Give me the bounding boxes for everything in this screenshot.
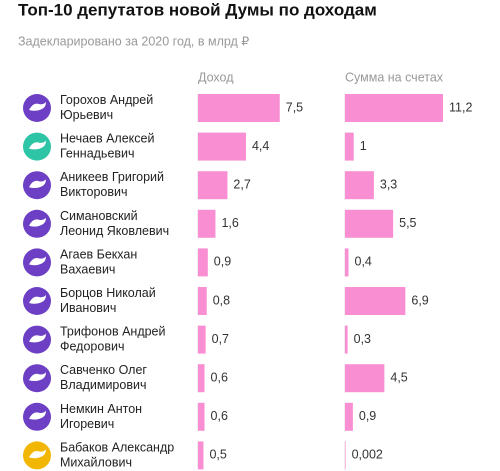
name-label: Агаев Бекхан Вахаевич — [60, 248, 137, 277]
party-logo-icon — [29, 256, 46, 266]
bar — [345, 441, 346, 470]
name-label: Нечаев Алексей Геннадьевич — [60, 132, 154, 161]
value-label: 6,9 — [411, 293, 428, 307]
value-label: 0,002 — [352, 448, 383, 462]
party-logo-icon — [29, 140, 46, 150]
value-label: 4,4 — [252, 139, 269, 153]
name-label: Немкин Антон Игоревич — [60, 402, 142, 431]
bar — [345, 287, 406, 315]
bar — [198, 325, 206, 354]
bar — [345, 364, 385, 393]
value-label: 0,9 — [214, 255, 231, 269]
bar — [198, 364, 205, 393]
column-header: Сумма на счетах — [345, 70, 444, 84]
name-label: Савченко Олег Владимирович — [60, 363, 147, 392]
value-label: 11,2 — [449, 100, 472, 114]
party-logo-icon — [29, 372, 46, 381]
bar — [345, 94, 443, 122]
chart-subtitle: Задекларировано за 2020 год, в млрд ₽ — [18, 34, 249, 48]
value-label: 0,6 — [211, 409, 228, 423]
bar — [198, 441, 204, 470]
bar — [345, 402, 353, 431]
value-label: 0,5 — [209, 448, 226, 462]
chart-title: Топ-10 депутатов новой Думы по доходам — [18, 0, 377, 19]
party-logo-icon — [29, 449, 46, 459]
value-label: 0,3 — [354, 332, 371, 346]
value-label: 0,7 — [212, 332, 229, 346]
name-label: Симановский Леонид Яковлевич — [60, 209, 169, 238]
bar — [345, 209, 394, 238]
bar — [198, 248, 208, 277]
bar — [198, 287, 207, 315]
bar — [198, 402, 205, 431]
value-label: 7,5 — [286, 100, 303, 114]
column-header: Доход — [198, 70, 234, 84]
value-label: 3,3 — [380, 177, 397, 191]
value-label: 1,6 — [221, 216, 238, 230]
bar — [345, 171, 374, 200]
name-label: Бабаков Александр Михайлович — [60, 441, 174, 470]
bar — [198, 94, 280, 122]
value-label: 5,5 — [399, 216, 416, 230]
value-label: 0,6 — [211, 370, 228, 384]
bar — [198, 171, 228, 200]
name-label: Трифонов Андрей Федорович — [60, 325, 166, 354]
value-label: 4,5 — [390, 370, 407, 384]
bar — [345, 325, 348, 354]
value-label: 1 — [360, 139, 367, 153]
bar — [198, 209, 216, 238]
value-label: 0,4 — [355, 255, 372, 269]
name-label: Аникеев Григорий Викторович — [60, 170, 164, 199]
party-logo-icon — [29, 295, 46, 304]
party-logo-icon — [29, 333, 46, 343]
value-label: 0,8 — [213, 293, 230, 307]
value-label: 2,7 — [233, 177, 250, 191]
party-logo-icon — [29, 102, 46, 111]
party-logo-icon — [29, 179, 46, 188]
value-label: 0,9 — [359, 409, 376, 423]
bar — [198, 132, 246, 161]
bar — [345, 248, 349, 277]
name-label: Горохов Андрей Юрьевич — [60, 93, 153, 122]
party-logo-icon — [29, 217, 46, 227]
bar — [345, 132, 354, 161]
party-logo-icon — [29, 410, 46, 420]
name-label: Борцов Николай Иванович — [60, 286, 156, 315]
